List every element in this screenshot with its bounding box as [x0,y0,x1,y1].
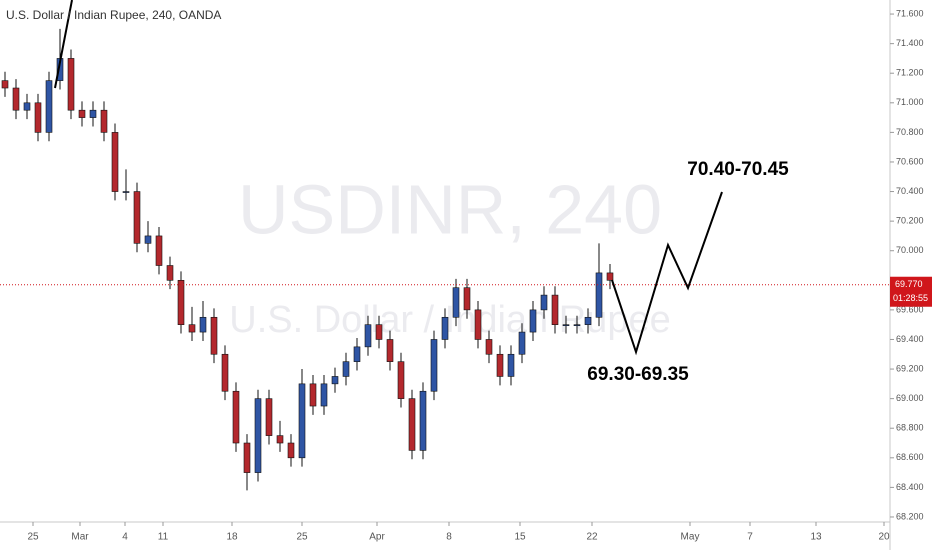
x-tick-label: 7 [747,532,753,543]
candle-body [474,309,482,340]
y-tick-label: 69.000 [896,393,924,403]
y-tick-label: 70.200 [896,216,924,226]
candle-body [23,102,31,111]
candle-body [287,442,295,459]
candle-body [67,58,75,111]
x-tick-label: 22 [586,532,598,543]
candle-body [166,265,174,281]
candle-body [562,324,570,326]
y-tick-label: 70.400 [896,186,924,196]
y-tick-label: 71.600 [896,8,924,18]
candle-body [397,361,405,399]
candle-body [12,87,20,111]
candle-body [375,324,383,340]
countdown-label: 01:28:55 [893,293,928,303]
candle-body [463,287,471,311]
x-tick-label: Mar [71,532,89,543]
candle-body [243,442,251,473]
candle-body [309,383,317,407]
candle-body [353,346,361,362]
x-tick-label: 4 [122,532,128,543]
x-tick-label: 25 [296,532,308,543]
candle-body [386,339,394,362]
candle-body [364,324,372,348]
y-tick-label: 69.600 [896,304,924,314]
x-tick-label: 11 [158,532,169,543]
candle-body [419,390,427,451]
candle-body [78,109,86,118]
y-tick-label: 70.000 [896,245,924,255]
support-annotation: 69.30-69.35 [587,364,689,385]
candle-body [232,390,240,444]
candle-body [606,272,614,281]
candle-body [133,191,141,244]
candle-body [100,109,108,133]
candle-body [199,316,207,333]
candle-body [441,316,449,340]
projection-drawing [611,191,723,356]
candle-body [331,376,339,385]
y-tick-label: 68.400 [896,482,924,492]
candle-body [1,80,9,89]
candle-body [507,353,515,377]
x-tick-label: 18 [226,532,238,543]
candle-body [221,353,229,392]
candle-body [452,287,460,318]
candle-body [551,294,559,325]
candle-body [540,294,548,311]
candle-body [177,280,185,325]
candle-body [518,331,526,355]
x-tick-label: Apr [369,532,385,543]
x-tick-label: May [681,532,700,543]
candle-body [210,316,218,355]
x-tick-label: 8 [446,532,452,543]
candle-body [89,109,97,118]
watermark-symbol: USDINR, 240 [238,170,662,248]
candle-body [111,132,119,192]
candle-body [529,309,537,333]
candle-body [254,398,262,473]
candle-body [45,80,53,133]
y-tick-label: 69.200 [896,363,924,373]
watermark-name: U.S. Dollar / Indian Rupee [229,299,670,341]
candle-body [595,272,603,318]
y-tick-label: 70.800 [896,127,924,137]
candle-body [144,235,152,244]
last-price-label: 69.770 [895,279,923,289]
y-tick-label: 71.400 [896,38,924,48]
x-tick-label: 15 [514,532,526,543]
x-tick-label: 25 [27,532,39,543]
y-tick-label: 71.000 [896,97,924,107]
candle-body [155,235,163,266]
candle-body [485,339,493,355]
last-price-box [890,276,932,307]
candle-body [298,383,306,459]
candle-body [320,383,328,407]
candle-body [584,316,592,325]
x-tick-label: 20 [878,532,890,543]
candle-body [573,324,581,326]
trend-drawing [54,0,73,89]
y-tick-label: 70.600 [896,156,924,166]
y-tick-label: 68.200 [896,511,924,521]
y-tick-label: 71.200 [896,68,924,78]
chart-title: U.S. Dollar / Indian Rupee, 240, OANDA [6,8,221,22]
y-tick-label: 68.800 [896,423,924,433]
candle-body [122,191,130,193]
y-tick-label: 69.400 [896,334,924,344]
target-annotation: 70.40-70.45 [687,159,789,180]
candle-body [265,398,273,436]
candle-body [430,339,438,392]
candle-body [342,361,350,377]
candle-body [408,398,416,451]
candle-body [34,102,42,133]
candle-body [496,353,504,377]
x-tick-label: 13 [810,532,822,543]
candle-body [188,324,196,333]
y-tick-label: 68.600 [896,452,924,462]
candle-body [276,435,284,444]
